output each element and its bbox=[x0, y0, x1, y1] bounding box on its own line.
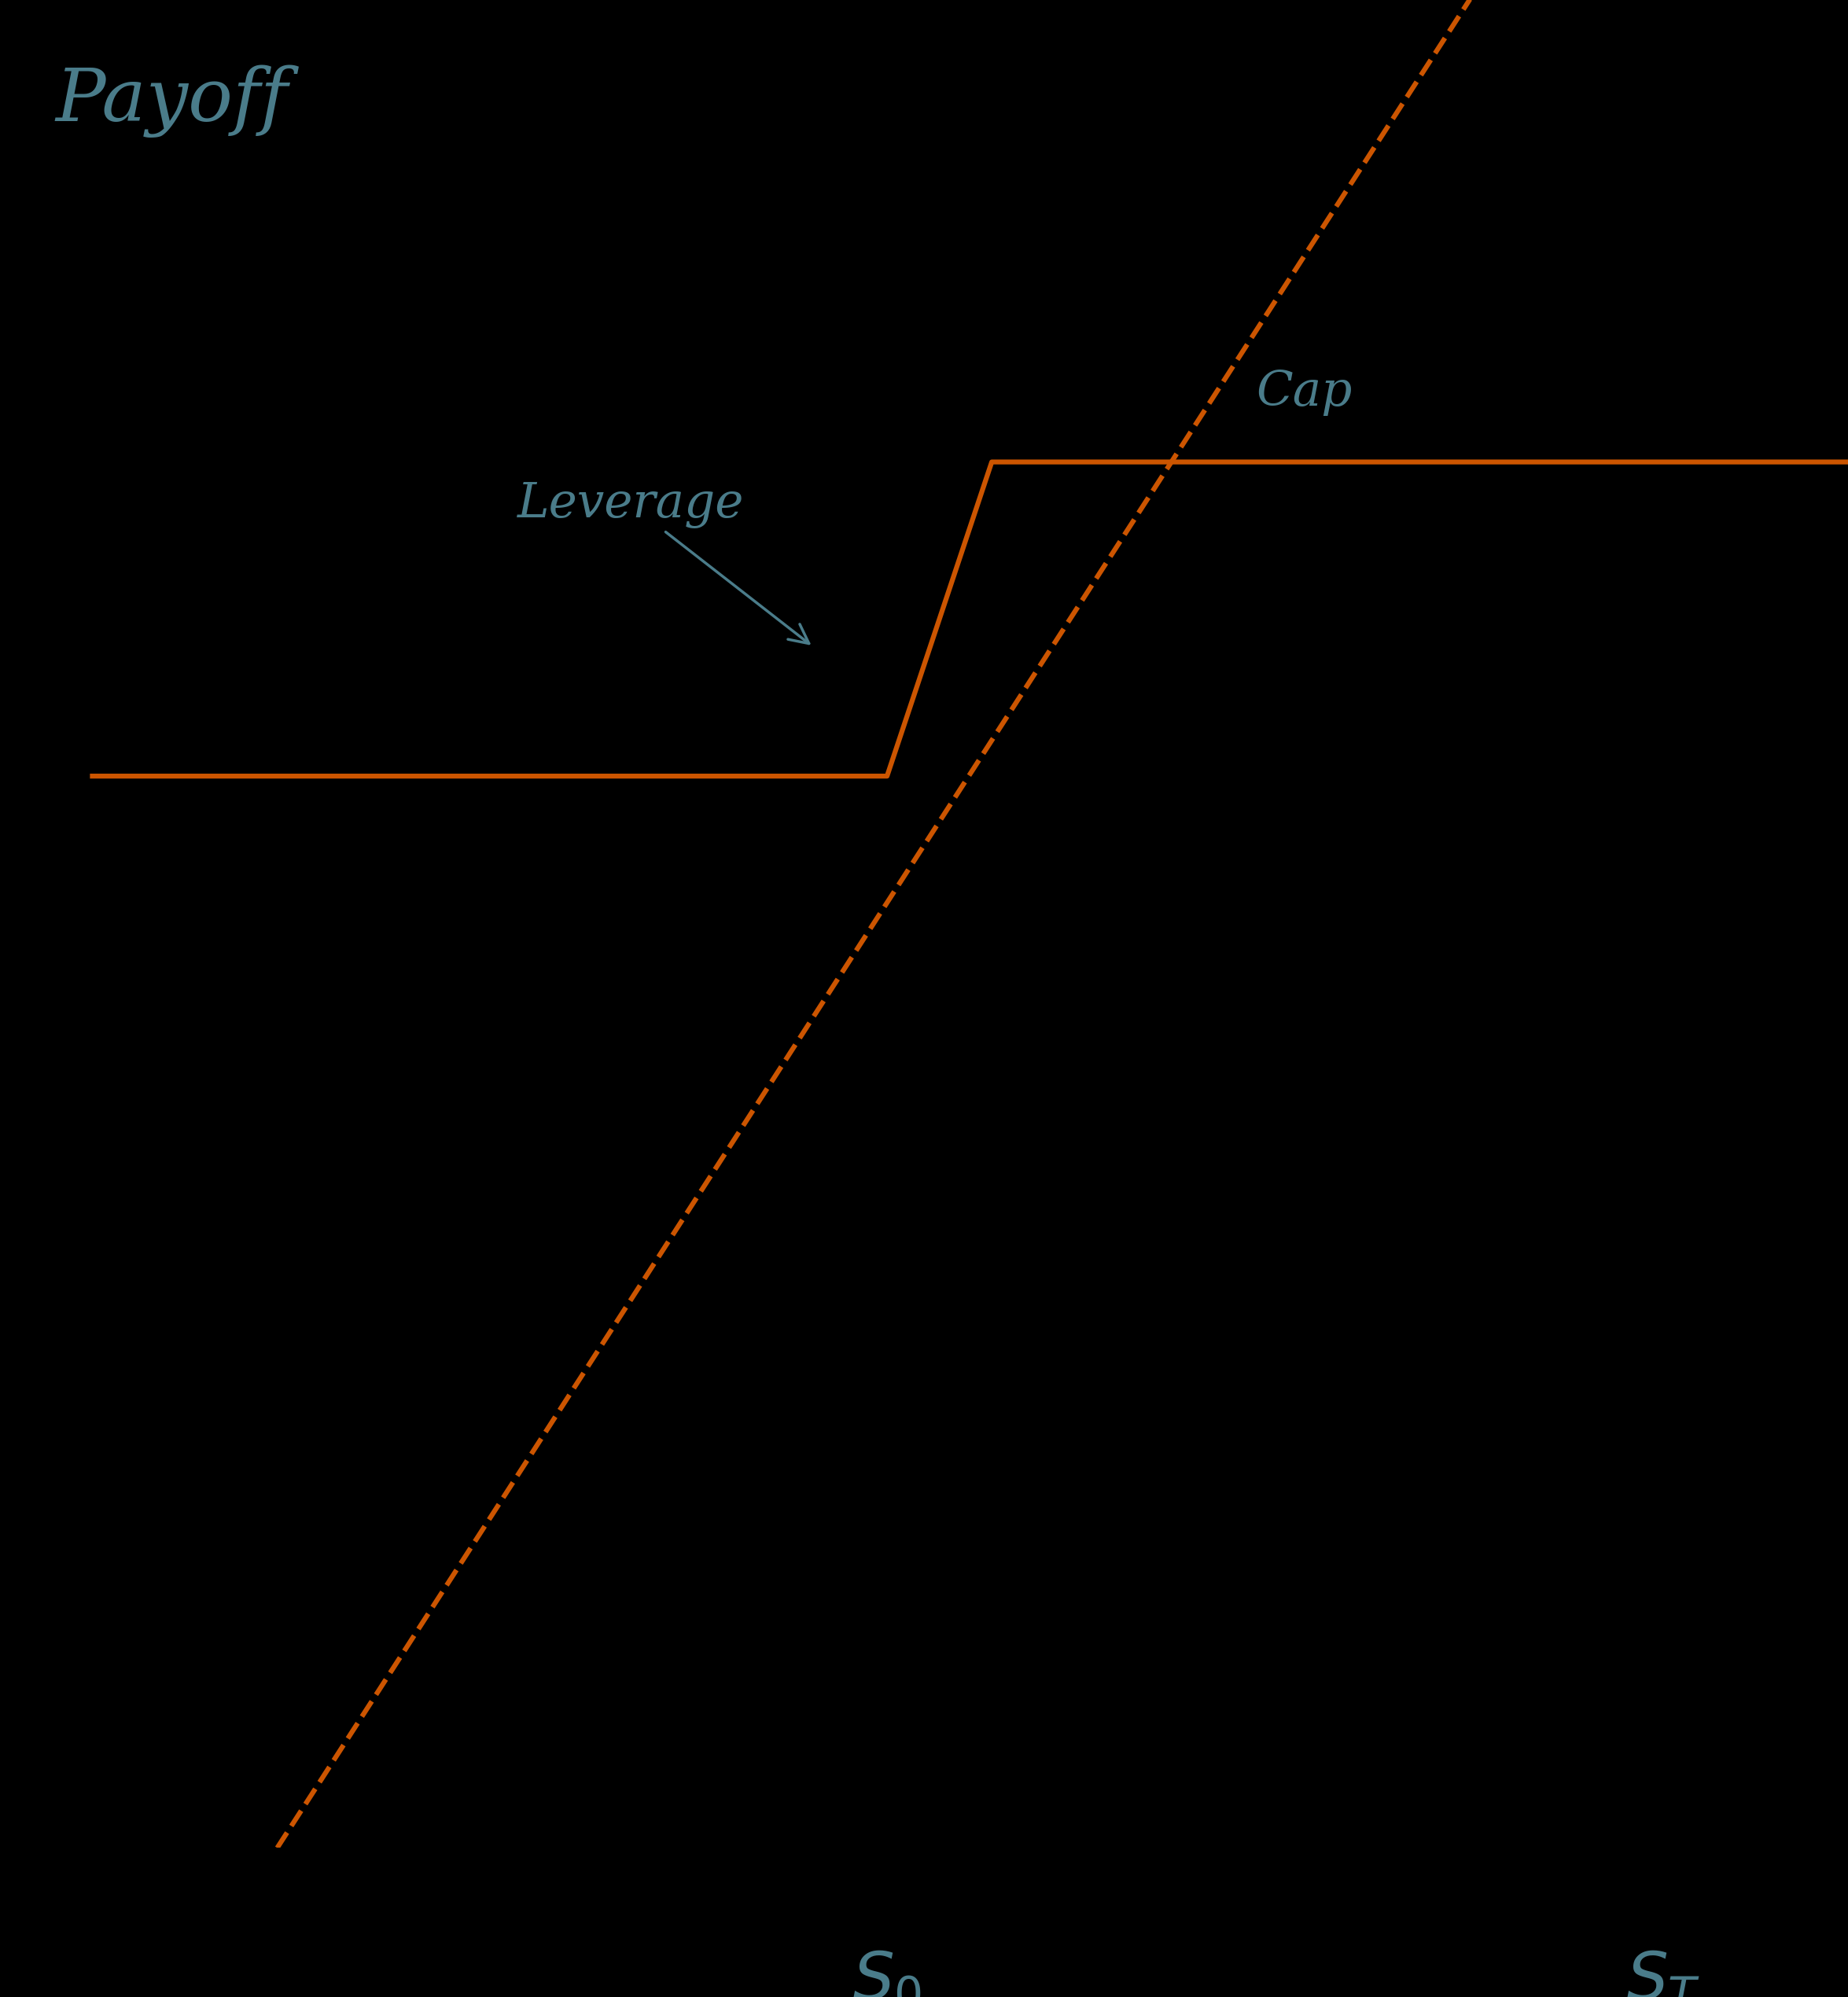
Text: $S_T$: $S_T$ bbox=[1626, 1949, 1700, 1997]
Text: Payoff: Payoff bbox=[55, 64, 288, 138]
Text: Cap: Cap bbox=[1257, 369, 1353, 415]
Text: $S_0$: $S_0$ bbox=[852, 1949, 922, 1997]
Text: Leverage: Leverage bbox=[517, 481, 809, 643]
